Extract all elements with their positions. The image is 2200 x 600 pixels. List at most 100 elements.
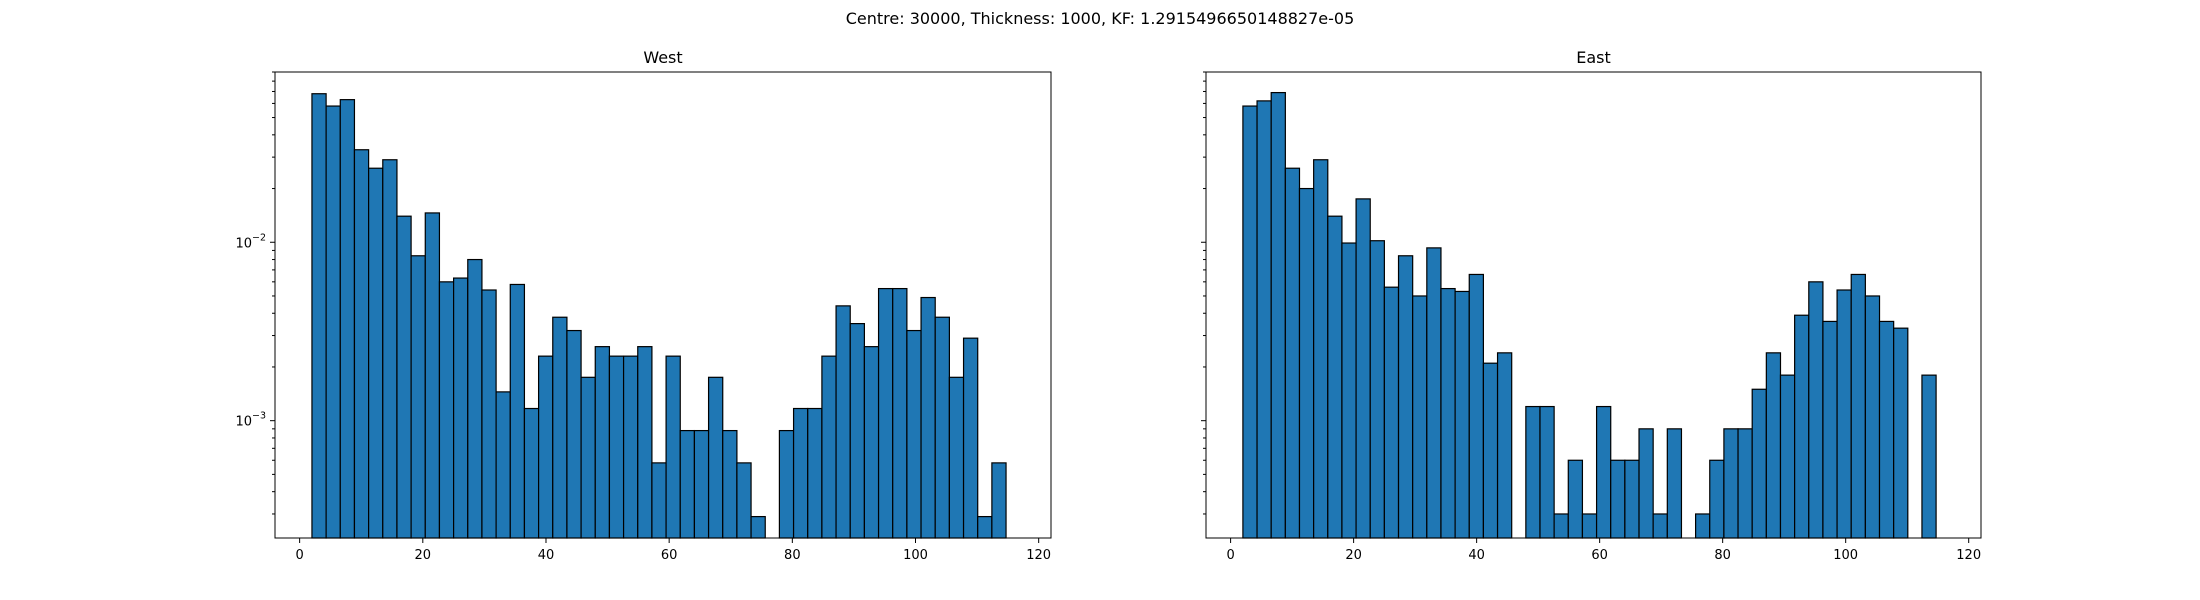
histogram-bar (1723, 428, 1739, 539)
x-tick-label: 40 (538, 548, 555, 563)
histogram-bar (1298, 187, 1315, 539)
histogram-bar (651, 462, 667, 539)
x-tick-label: 100 (1833, 548, 1858, 563)
histogram-bar (1737, 428, 1753, 539)
histogram-bar (1496, 352, 1513, 539)
histogram-bar (1369, 240, 1385, 539)
histogram-bar (679, 429, 696, 539)
histogram-bar (509, 283, 526, 539)
histogram-bar (1808, 281, 1824, 539)
histogram-bar (1525, 405, 1541, 539)
y-tick-exponent: −3 (252, 411, 266, 422)
histogram-bar (1794, 314, 1810, 539)
histogram-bar (1468, 273, 1484, 539)
histogram-bar (665, 355, 681, 539)
y-tick-base: 10 (235, 415, 252, 430)
histogram-bar (424, 212, 441, 539)
histogram-bar (622, 355, 639, 539)
histogram-bar (1652, 513, 1668, 539)
x-tick-label: 80 (784, 548, 801, 563)
histogram-bar (1553, 513, 1569, 539)
histogram-bar (906, 329, 922, 539)
histogram-bar (849, 323, 865, 539)
histogram-bar (1454, 290, 1470, 539)
x-tick-label: 40 (1468, 548, 1485, 563)
histogram-bar (948, 376, 965, 539)
histogram-bar (1242, 105, 1258, 539)
histogram-bar (438, 281, 455, 539)
histogram-bar (1850, 273, 1866, 539)
histogram-bar (580, 376, 596, 539)
histogram-bar (863, 346, 880, 539)
histogram-bar (778, 429, 795, 539)
histogram-bar (1383, 286, 1400, 539)
panel-title: East (1576, 48, 1611, 67)
histogram-bar (934, 316, 950, 539)
axes-frame (1205, 71, 1982, 539)
histogram-bar (1666, 428, 1683, 539)
histogram-bar (566, 329, 582, 539)
histogram-bar (1709, 459, 1725, 539)
histogram-bar (920, 296, 936, 539)
histogram-bar (1921, 374, 1937, 539)
histogram-bar (1836, 289, 1852, 539)
histogram-bar (481, 289, 497, 539)
histogram-bar (594, 346, 611, 539)
histogram-bar (1694, 513, 1711, 539)
panel-east: East 0 20 40 60 80 100 120 (1201, 48, 1982, 563)
histogram-bar (707, 376, 724, 539)
histogram-bar (962, 337, 979, 539)
histogram-bar (1638, 428, 1654, 539)
histogram-bar (637, 346, 653, 539)
histogram-bar (325, 105, 341, 539)
x-tick-label: 20 (1345, 548, 1362, 563)
histogram-bars (1242, 91, 1937, 539)
histogram-bar (495, 391, 511, 539)
histogram-bar (1327, 215, 1343, 539)
histogram-bars (311, 93, 1007, 539)
histogram-bar (339, 99, 356, 539)
histogram-bar (1751, 388, 1767, 539)
histogram-bar (991, 462, 1007, 539)
histogram-bar (1270, 91, 1286, 539)
histogram-bar (892, 287, 908, 539)
histogram-bar (1765, 352, 1782, 539)
y-tick-label: 10−3 (235, 411, 266, 430)
histogram-bar (1397, 255, 1414, 539)
histogram-bar (792, 407, 809, 539)
histogram-bar (736, 462, 752, 539)
figure-suptitle: Centre: 30000, Thickness: 1000, KF: 1.29… (846, 9, 1355, 28)
x-tick-label: 80 (1714, 548, 1731, 563)
histogram-bar (467, 258, 483, 539)
histogram-bar (1864, 295, 1881, 539)
histogram-bar (1539, 405, 1555, 539)
histogram-bar (750, 515, 766, 539)
x-tick-label: 120 (1956, 548, 1981, 563)
histogram-bar (1341, 242, 1357, 539)
y-tick-exponent: −2 (252, 232, 266, 243)
histogram-bar (523, 407, 540, 539)
histogram-bar (537, 355, 554, 539)
histogram-bar (1893, 327, 1909, 539)
histogram-bar (1779, 374, 1796, 539)
histogram-bar (453, 277, 469, 539)
histogram-bar (1284, 167, 1301, 539)
histogram-bar (382, 159, 398, 539)
histogram-bar (807, 407, 823, 539)
histogram-bar (368, 167, 384, 539)
axes-frame (274, 71, 1052, 539)
histogram-bar (821, 355, 837, 539)
histogram-bar (396, 215, 412, 539)
histogram-bar (1482, 362, 1499, 539)
x-tick-label: 60 (1591, 548, 1608, 563)
y-tick-label: 10−2 (235, 232, 266, 251)
x-tick-label: 60 (661, 548, 678, 563)
histogram-bar (1313, 159, 1329, 539)
histogram-bar (1567, 459, 1584, 539)
x-tick-label: 20 (415, 548, 432, 563)
histogram-bar (835, 305, 851, 539)
histogram-bar (1412, 295, 1428, 539)
y-tick-base: 10 (235, 236, 252, 251)
x-tick-label: 100 (903, 548, 928, 563)
